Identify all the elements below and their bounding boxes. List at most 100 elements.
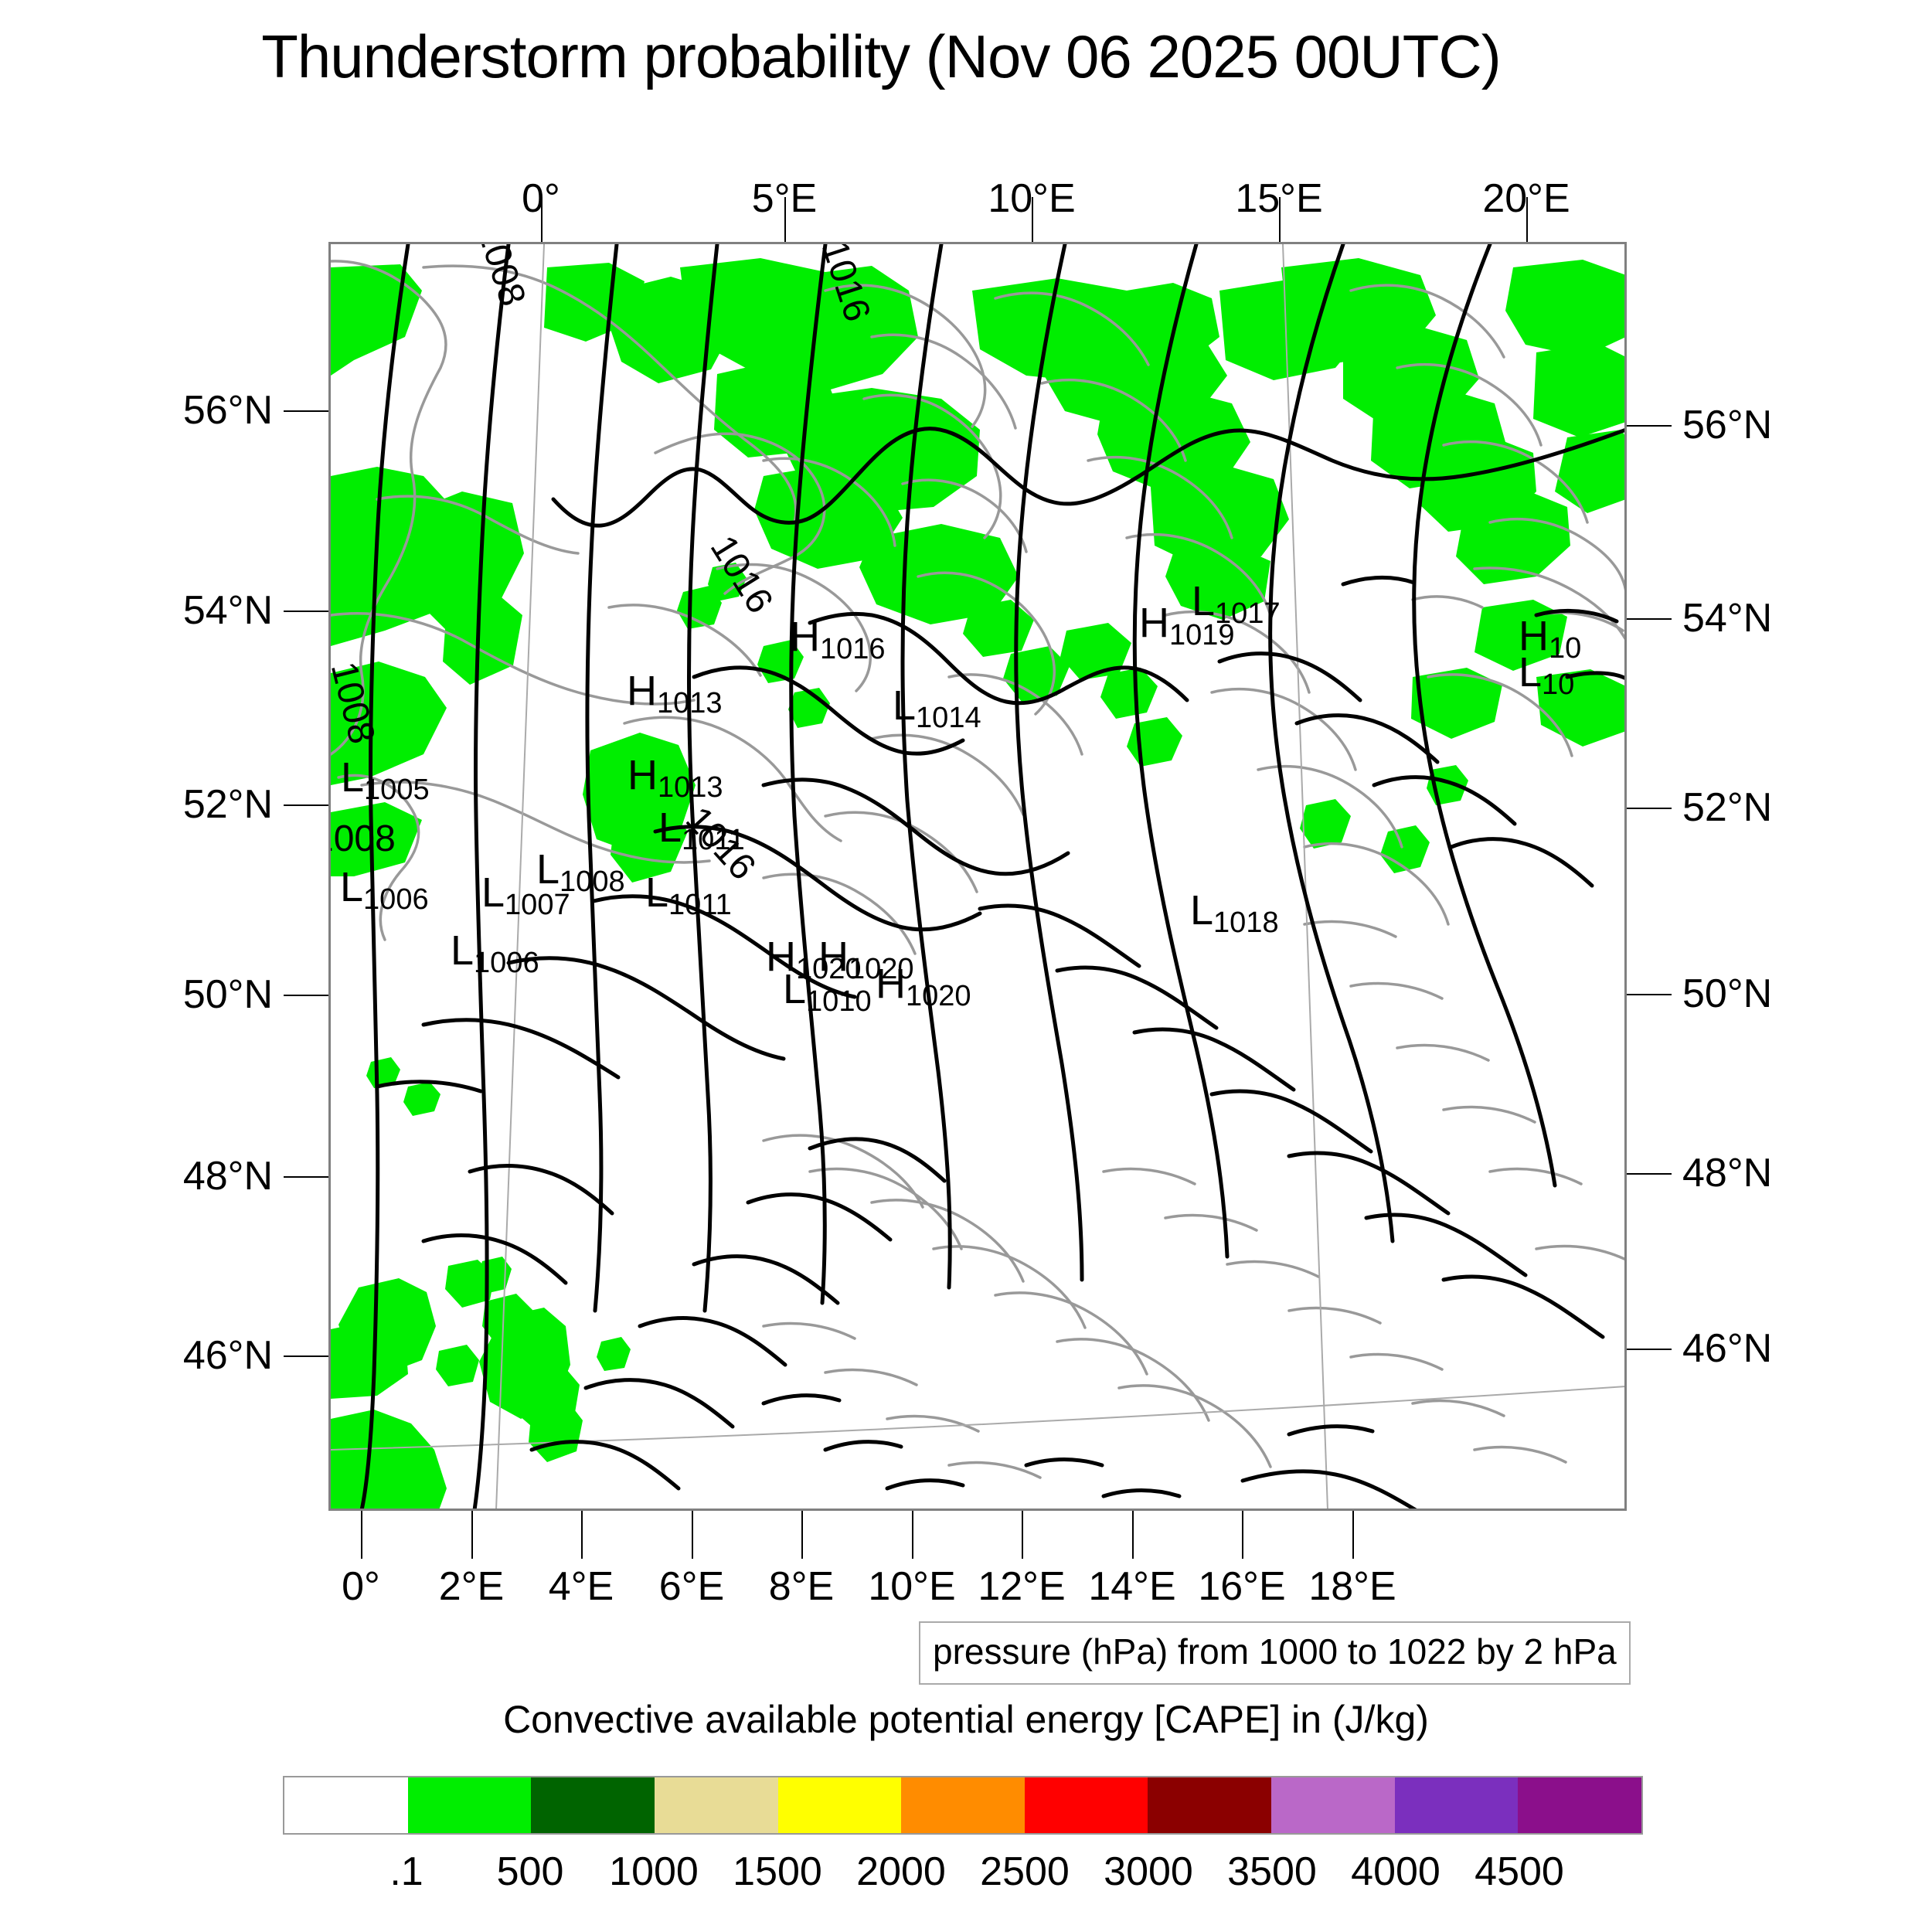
left-axis-tick-mark <box>284 611 328 612</box>
pressure-center-value: 1020 <box>796 953 862 985</box>
low-pressure-label: L1014 <box>893 682 981 733</box>
pressure-center-value: 1013 <box>658 771 723 804</box>
pressure-center-letter: H <box>1139 600 1169 646</box>
map-plot-area: L1005 L1006 L1007 L1008 L1006 L1011 L1011 H1013… <box>328 242 1627 1511</box>
colorbar-tick-label: 2000 <box>856 1849 946 1894</box>
bottom-axis-tick-mark <box>801 1511 803 1559</box>
pressure-center-letter: H <box>628 752 658 798</box>
pressure-center-value: 1006 <box>474 947 539 979</box>
colorbar-tick-label: 1500 <box>733 1849 822 1894</box>
isobar-value-label: 1008 <box>331 818 396 859</box>
high-pressure-label: H1020 <box>766 936 862 984</box>
bottom-axis-tick-mark <box>1352 1511 1354 1559</box>
top-axis-tick-mark <box>1279 197 1281 242</box>
pressure-center-value: 1007 <box>505 889 570 921</box>
pressure-center-value: 1006 <box>363 883 429 916</box>
pressure-center-letter: L <box>451 927 474 974</box>
pressure-center-letter: L <box>1190 887 1214 934</box>
bottom-axis-tick-mark <box>912 1511 913 1559</box>
colorbar-tick-label: 500 <box>496 1849 564 1894</box>
pressure-center-letter: L <box>1192 578 1216 624</box>
bottom-axis-tick-mark <box>1132 1511 1134 1559</box>
bottom-axis-tick-label: 14°E <box>1088 1564 1176 1609</box>
colorbar-swatch-2 <box>531 1777 655 1833</box>
right-axis-tick-mark <box>1627 994 1672 995</box>
low-pressure-label: L1008 <box>536 846 625 896</box>
pressure-center-letter: L <box>536 846 560 893</box>
right-axis-tick-mark <box>1627 618 1672 620</box>
colorbar-tick-label: 3500 <box>1227 1849 1317 1894</box>
colorbar-swatch-7 <box>1148 1777 1272 1833</box>
pressure-center-letter: H <box>876 961 906 1007</box>
colorbar-title: Convective available potential energy [C… <box>503 1698 1429 1741</box>
low-pressure-label: L1018 <box>1190 887 1279 937</box>
colorbar-tick-label: .1 <box>389 1849 423 1894</box>
right-axis-tick-label: 52°N <box>1682 785 1773 830</box>
colorbar-swatch-6 <box>1024 1777 1148 1833</box>
pressure-center-letter: L <box>1519 649 1543 696</box>
top-axis-tick-label: 10°E <box>988 176 1076 221</box>
cape-colorbar <box>283 1776 1643 1835</box>
pressure-center-letter: L <box>783 966 807 1012</box>
left-axis-tick-label: 52°N <box>182 782 273 827</box>
left-axis-tick-label: 48°N <box>182 1154 273 1199</box>
colorbar-swatch-8 <box>1271 1777 1395 1833</box>
low-pressure-label: L10 <box>1519 649 1574 699</box>
right-axis-tick-mark <box>1627 808 1672 809</box>
high-pressure-label: H1013 <box>628 752 723 802</box>
colorbar-swatch-10 <box>1518 1777 1642 1833</box>
left-axis-tick-mark <box>284 995 328 996</box>
colorbar-swatch-0 <box>284 1777 408 1833</box>
left-axis-tick-mark <box>284 804 328 806</box>
page-title: Thunderstorm probability (Nov 06 2025 00… <box>261 22 1501 90</box>
left-axis-tick-label: 56°N <box>182 388 273 433</box>
bottom-axis-tick-mark <box>361 1511 362 1559</box>
pressure-center-value: 1010 <box>806 985 872 1018</box>
pressure-center-value: 1016 <box>820 633 886 665</box>
colorbar-tick-label: 4500 <box>1475 1849 1564 1894</box>
left-axis-tick-mark <box>284 1176 328 1178</box>
low-pressure-label: L1017 <box>1192 578 1281 628</box>
pressure-center-value: 1008 <box>560 866 625 898</box>
bottom-axis-tick-mark <box>692 1511 693 1559</box>
pressure-center-letter: L <box>341 754 365 801</box>
pressure-center-value: 10 <box>1542 668 1575 701</box>
pressure-center-letter: L <box>893 682 917 729</box>
pressure-center-value: 1020 <box>849 953 914 985</box>
right-axis-tick-mark <box>1627 1173 1672 1175</box>
top-axis-tick-mark <box>1032 197 1033 242</box>
bottom-axis-tick-mark <box>581 1511 583 1559</box>
colorbar-swatch-3 <box>654 1777 778 1833</box>
pressure-center-value: 1013 <box>657 687 723 719</box>
low-pressure-label: L1011 <box>645 869 732 920</box>
pressure-center-letter: L <box>645 869 669 916</box>
cape-colorbar-labels: .1 500 1000 1500 2000 2500 3000 3500 4000 4500 <box>283 1849 1643 1903</box>
pressure-center-value: 1017 <box>1215 597 1281 630</box>
pressure-center-value: 1011 <box>668 889 732 921</box>
top-axis-tick-label: 0° <box>522 176 560 221</box>
pressure-center-value: 1020 <box>906 980 971 1012</box>
bottom-axis-tick-label: 18°E <box>1308 1564 1396 1609</box>
high-pressure-label: H1013 <box>627 668 723 718</box>
bottom-axis-tick-label: 16°E <box>1198 1564 1286 1609</box>
pressure-center-letter: L <box>481 869 505 916</box>
pressure-center-value: 1011 <box>682 824 745 856</box>
high-pressure-label: H1016 <box>790 616 886 664</box>
left-axis-tick-label: 54°N <box>182 588 273 633</box>
right-axis-tick-mark <box>1627 1349 1672 1350</box>
high-pressure-label: H1020 <box>876 961 971 1011</box>
colorbar-tick-label: 4000 <box>1351 1849 1440 1894</box>
top-axis-tick-label: 5°E <box>751 176 818 221</box>
left-axis-tick-label: 46°N <box>182 1333 273 1378</box>
right-axis-tick-label: 50°N <box>1682 971 1773 1016</box>
low-pressure-label: L1006 <box>340 866 429 914</box>
left-axis-tick-mark <box>284 410 328 412</box>
bottom-axis-tick-label: 10°E <box>868 1564 956 1609</box>
high-pressure-label: H1020 <box>818 936 914 984</box>
pressure-center-letter: H <box>627 668 657 714</box>
low-pressure-label: L1010 <box>783 966 872 1016</box>
bottom-axis-tick-mark <box>1022 1511 1023 1559</box>
bottom-axis-tick-mark <box>471 1511 473 1559</box>
bottom-axis-tick-label: 12°E <box>978 1564 1066 1609</box>
left-axis-tick-mark <box>284 1355 328 1357</box>
